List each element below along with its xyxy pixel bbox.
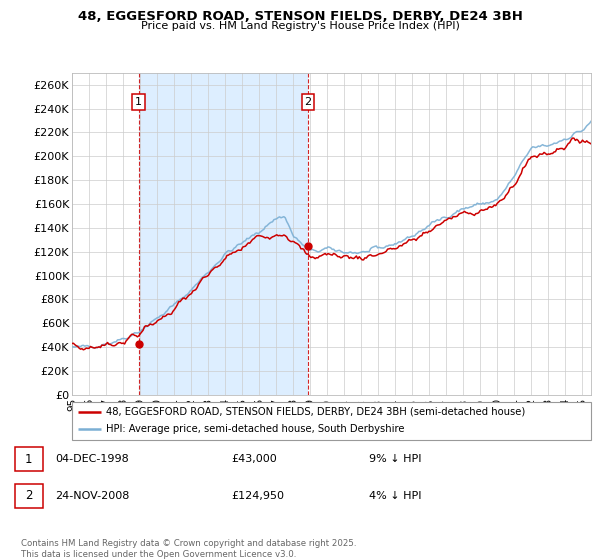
- Text: 9% ↓ HPI: 9% ↓ HPI: [369, 454, 422, 464]
- Text: 1: 1: [25, 452, 32, 466]
- Text: £43,000: £43,000: [231, 454, 277, 464]
- Text: 48, EGGESFORD ROAD, STENSON FIELDS, DERBY, DE24 3BH: 48, EGGESFORD ROAD, STENSON FIELDS, DERB…: [77, 10, 523, 23]
- Text: HPI: Average price, semi-detached house, South Derbyshire: HPI: Average price, semi-detached house,…: [106, 424, 404, 435]
- Text: 48, EGGESFORD ROAD, STENSON FIELDS, DERBY, DE24 3BH (semi-detached house): 48, EGGESFORD ROAD, STENSON FIELDS, DERB…: [106, 407, 525, 417]
- Text: 2: 2: [305, 97, 311, 107]
- Text: £124,950: £124,950: [231, 491, 284, 501]
- Text: 4% ↓ HPI: 4% ↓ HPI: [369, 491, 422, 501]
- Text: Price paid vs. HM Land Registry's House Price Index (HPI): Price paid vs. HM Land Registry's House …: [140, 21, 460, 31]
- FancyBboxPatch shape: [15, 484, 43, 507]
- Text: 24-NOV-2008: 24-NOV-2008: [55, 491, 130, 501]
- Text: 04-DEC-1998: 04-DEC-1998: [55, 454, 129, 464]
- Text: 2: 2: [25, 489, 32, 502]
- Text: Contains HM Land Registry data © Crown copyright and database right 2025.
This d: Contains HM Land Registry data © Crown c…: [21, 539, 356, 559]
- Bar: [139, 73, 308, 395]
- FancyBboxPatch shape: [72, 402, 591, 440]
- FancyBboxPatch shape: [15, 447, 43, 471]
- Text: 1: 1: [135, 97, 142, 107]
